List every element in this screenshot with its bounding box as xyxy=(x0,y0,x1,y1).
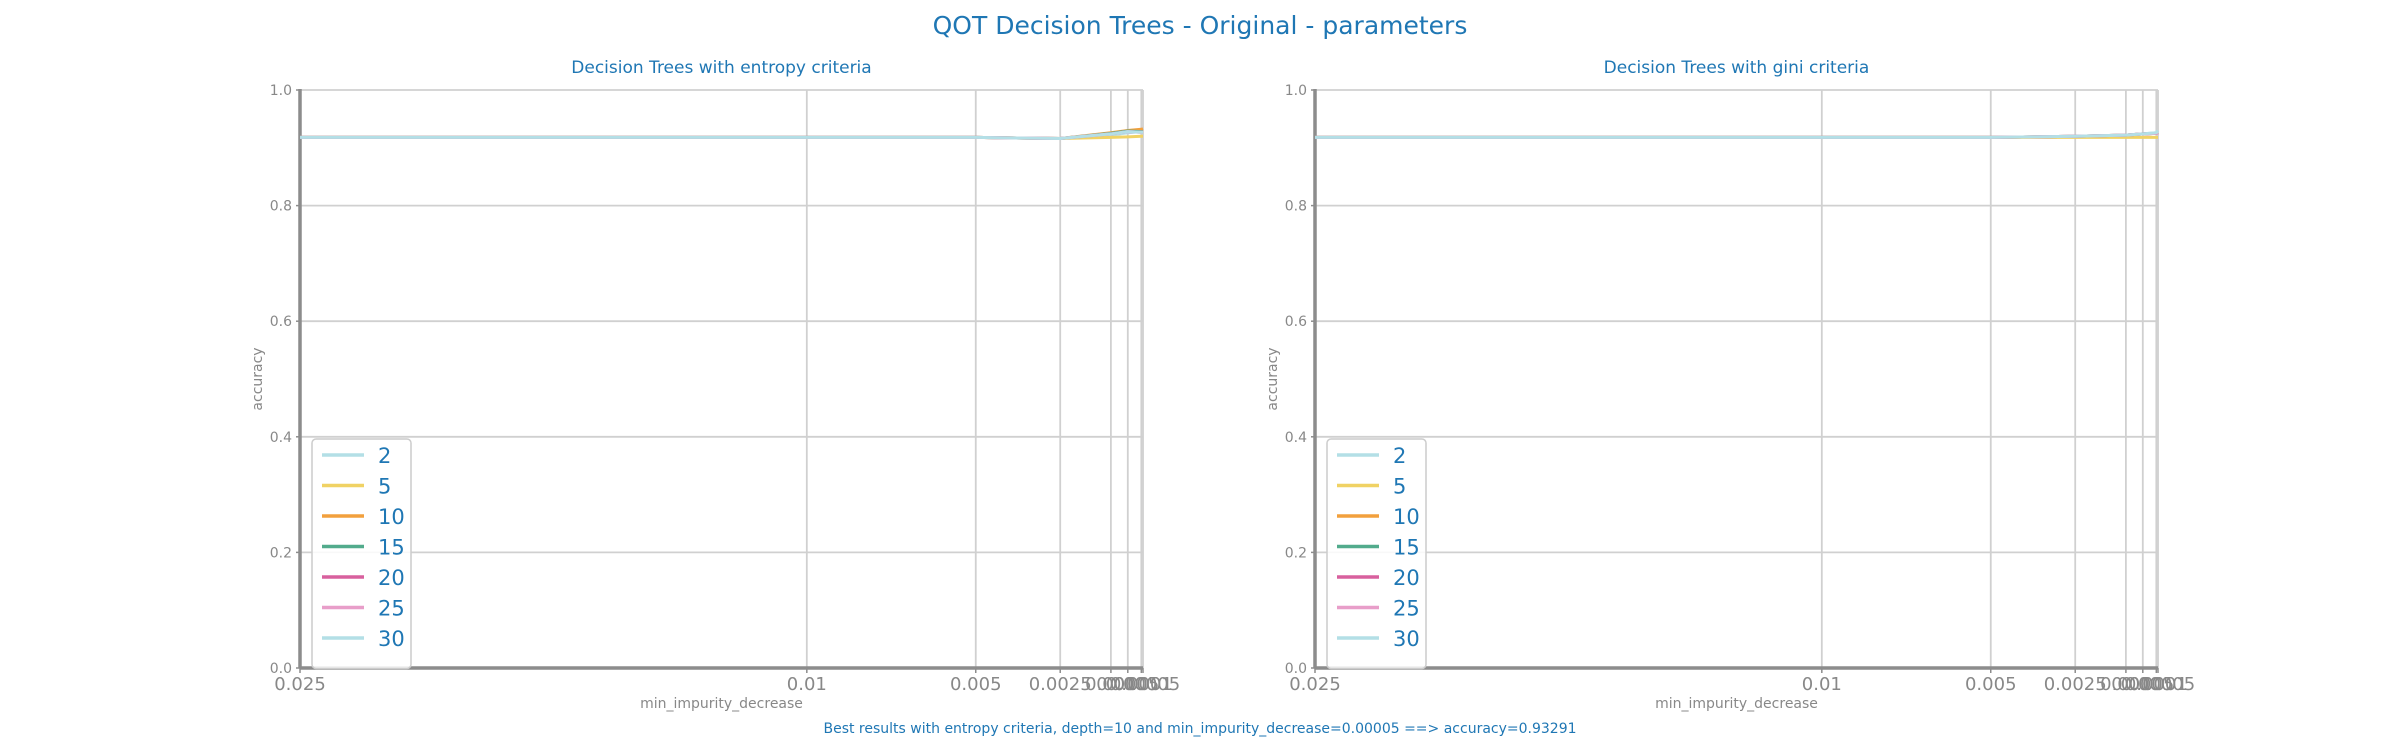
subplot-entropy: Decision Trees with entropy criteria0.00… xyxy=(250,58,1180,712)
subplot-gini: Decision Trees with gini criteria 0.0 0.2 0… xyxy=(1265,58,2195,712)
series-line-30 xyxy=(300,130,1143,141)
y-tick-label: 0.6 xyxy=(1285,314,1307,330)
x-axis-label: min_impurity_decrease xyxy=(1655,696,1818,712)
y-axis-label: accuracy xyxy=(250,347,266,410)
y-tick-label: 1.0 xyxy=(1285,83,1307,99)
legend-label: 25 xyxy=(1393,597,1420,621)
legend-label: 5 xyxy=(378,475,391,499)
x-tick-label: 0.005 xyxy=(950,674,1002,695)
legend-label: 10 xyxy=(1393,505,1420,529)
legend-label: 20 xyxy=(378,566,405,590)
x-tick-label: 0.01 xyxy=(1802,674,1842,695)
x-tick-label: 0.00005 xyxy=(2121,674,2195,695)
x-tick-label: 0.005 xyxy=(1965,674,2017,695)
x-tick-label: 0.025 xyxy=(1289,674,1341,695)
legend-label: 2 xyxy=(378,444,391,468)
y-tick-label: 1.0 xyxy=(270,83,292,99)
x-tick-label: 0.0005 xyxy=(2111,674,2174,695)
y-tick-label: 0.8 xyxy=(1285,199,1307,215)
x-tick-label: 0.01 xyxy=(787,674,827,695)
y-tick-label: 0.2 xyxy=(1285,545,1307,561)
figure-title: QOT Decision Trees - Original - paramete… xyxy=(933,11,1468,40)
legend-label: 20 xyxy=(1393,566,1420,590)
subplot-title: Decision Trees with gini criteria xyxy=(1604,58,1870,78)
x-tick-label: 0.0005 xyxy=(1096,674,1159,695)
x-tick-label: 0.025 xyxy=(274,674,326,695)
legend-label: 2 xyxy=(1393,444,1406,468)
legend-label: 25 xyxy=(378,597,405,621)
legend-frame xyxy=(311,438,412,670)
series-line-30 xyxy=(1315,129,2160,139)
y-tick-label: 0.8 xyxy=(270,199,292,215)
legend-label: 30 xyxy=(1393,627,1420,651)
x-tick-label: 0.00005 xyxy=(1106,674,1180,695)
x-tick-label: 0.0025 xyxy=(2044,674,2107,695)
y-tick-label: 0.6 xyxy=(270,314,292,330)
legend-label: 5 xyxy=(1393,475,1406,499)
y-tick-label: 0.4 xyxy=(1285,430,1307,446)
x-tick-label: 0.001 xyxy=(2100,674,2152,695)
subplots: Decision Trees with entropy criteria0.00… xyxy=(250,58,2195,712)
subplot-title: Decision Trees with entropy criteria xyxy=(571,58,871,78)
legend-label: 30 xyxy=(378,627,405,651)
legend-label: 10 xyxy=(378,505,405,529)
y-tick-label: 0.0 xyxy=(1285,661,1307,677)
legend-label: 15 xyxy=(1393,536,1420,560)
x-tick-label: 0.001 xyxy=(1085,674,1137,695)
x-tick-label: 0.0001 xyxy=(1110,674,1173,695)
x-tick-label: 0.0025 xyxy=(1029,674,1092,695)
y-tick-label: 0.0 xyxy=(270,661,292,677)
legend-frame xyxy=(1326,438,1427,670)
x-axis-label: min_impurity_decrease xyxy=(640,696,803,712)
y-tick-label: 0.2 xyxy=(270,545,292,561)
y-axis-label: accuracy xyxy=(1265,347,1281,410)
legend-label: 15 xyxy=(378,536,405,560)
best-result-note: Best results with entropy criteria, dept… xyxy=(823,721,1576,737)
x-tick-label: 0.0001 xyxy=(2125,674,2188,695)
y-tick-label: 0.4 xyxy=(270,430,292,446)
